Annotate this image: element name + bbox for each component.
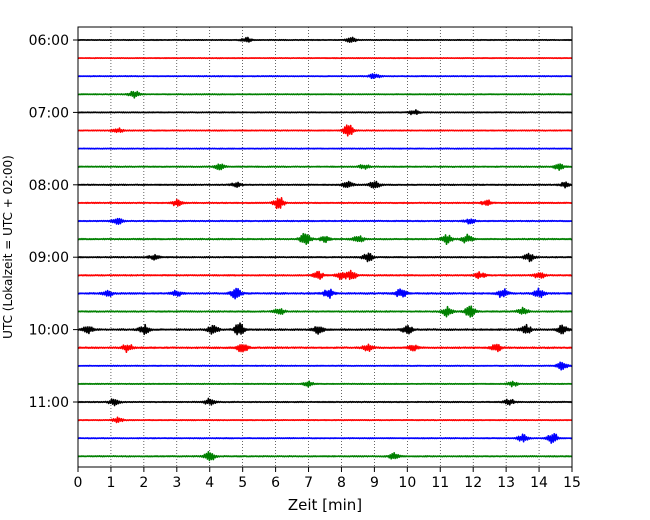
seismic-trace <box>77 73 573 80</box>
x-tick-label: 7 <box>304 475 313 491</box>
y-tick-label: 08:00 <box>29 178 69 194</box>
seismic-trace <box>77 180 573 189</box>
seismic-trace <box>77 450 573 462</box>
x-tick-label: 15 <box>563 475 581 491</box>
seismic-trace <box>77 124 573 137</box>
y-axis-ticks: 06:00 07:00 08:00 09:00 10:00 11:00 <box>29 33 78 411</box>
x-tick-label: 0 <box>74 475 83 491</box>
plot-frame <box>77 26 573 468</box>
y-tick-label: 06:00 <box>29 33 69 49</box>
x-tick-label: 8 <box>337 475 346 491</box>
vertical-grid <box>110 27 540 467</box>
x-tick-label: 11 <box>431 475 449 491</box>
y-tick-label: 07:00 <box>29 105 69 121</box>
seismic-trace <box>77 197 573 210</box>
seismic-trace <box>77 109 573 116</box>
seismic-trace <box>77 232 573 246</box>
seismic-trace <box>77 269 573 281</box>
seismic-trace <box>77 322 573 336</box>
y-axis-label: UTC (Lokalzeit = UTC + 02:00) <box>1 155 15 339</box>
x-tick-label: 9 <box>370 475 379 491</box>
seismic-trace <box>77 90 573 99</box>
x-tick-label: 13 <box>497 475 515 491</box>
x-tick-label: 4 <box>205 475 214 491</box>
seismic-trace <box>77 343 573 354</box>
x-tick-label: 10 <box>398 475 416 491</box>
seismic-trace <box>77 252 573 263</box>
seismic-trace <box>77 147 573 150</box>
seismic-trace <box>77 361 573 371</box>
x-axis-ticks: 0 1 2 3 4 5 6 7 8 9 10 11 12 13 14 15 <box>74 467 581 491</box>
x-tick-label: 2 <box>139 475 148 491</box>
x-tick-label: 12 <box>464 475 482 491</box>
seismic-traces <box>77 36 573 462</box>
y-tick-label: 11:00 <box>29 395 69 411</box>
seismic-trace <box>77 397 573 407</box>
seismic-trace <box>77 432 573 444</box>
seismic-trace <box>77 380 573 388</box>
y-tick-label: 09:00 <box>29 250 69 266</box>
seismic-trace <box>77 57 573 60</box>
x-tick-label: 3 <box>172 475 181 491</box>
x-tick-label: 1 <box>106 475 115 491</box>
seismic-trace <box>77 36 573 43</box>
y-tick-label: 10:00 <box>29 323 69 339</box>
x-tick-label: 6 <box>271 475 280 491</box>
x-tick-label: 14 <box>530 475 548 491</box>
seismic-trace <box>77 163 573 171</box>
x-axis-label: Zeit [min] <box>288 496 362 514</box>
x-tick-label: 5 <box>238 475 247 491</box>
seismic-trace <box>77 287 573 300</box>
seismic-trace <box>77 305 573 318</box>
seismic-trace <box>77 416 573 424</box>
seismic-trace <box>77 217 573 225</box>
